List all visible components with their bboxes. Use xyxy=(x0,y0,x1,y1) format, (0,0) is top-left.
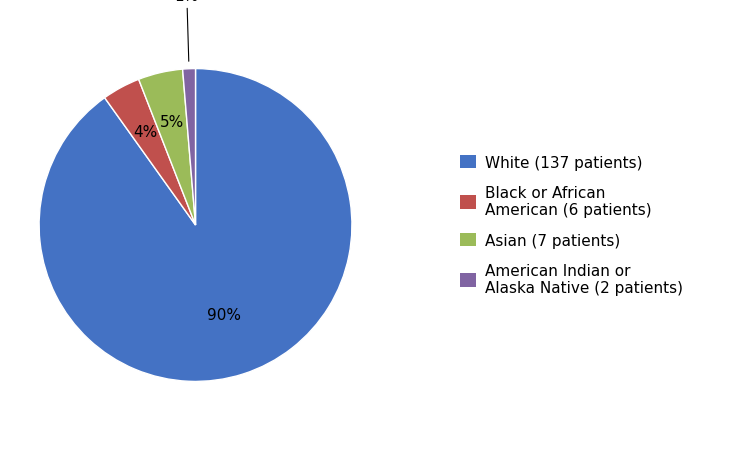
Wedge shape xyxy=(138,70,196,226)
Wedge shape xyxy=(183,69,196,226)
Text: 4%: 4% xyxy=(133,124,157,140)
Text: 5%: 5% xyxy=(159,115,183,129)
Legend: White (137 patients), Black or African
American (6 patients), Asian (7 patients): White (137 patients), Black or African A… xyxy=(460,155,683,296)
Wedge shape xyxy=(105,80,196,226)
Text: 1%: 1% xyxy=(174,0,199,62)
Text: 90%: 90% xyxy=(207,307,241,322)
Wedge shape xyxy=(39,69,352,382)
